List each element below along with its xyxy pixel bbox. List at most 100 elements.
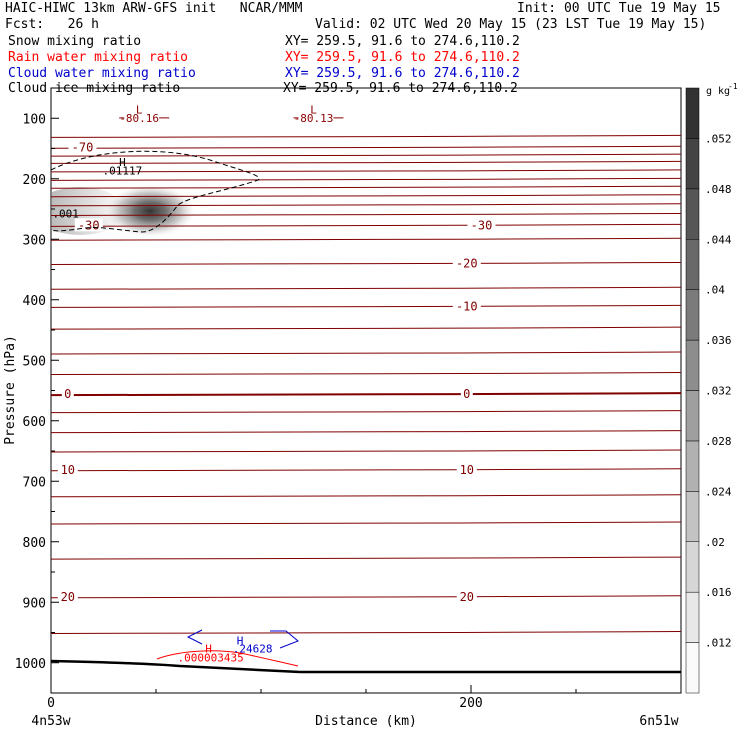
isotherm-label: 10 (460, 463, 474, 477)
y-tick-label: 200 (23, 173, 46, 188)
isotherm-line (51, 237, 681, 241)
init-time: Init: 00 UTC Tue 19 May 15 (517, 1, 721, 16)
field-xy-rain: XY= 259.5, 91.6 to 274.6,110.2 (285, 50, 520, 65)
field-xy-snow: XY= 259.5, 91.6 to 274.6,110.2 (285, 34, 520, 49)
y-tick-label: 600 (23, 415, 46, 430)
forecast-hour: Fcst: 26 h (5, 17, 99, 32)
contour-annotation: L (136, 103, 143, 116)
y-tick-label: 800 (23, 536, 46, 551)
isotherm-label: -10 (456, 299, 478, 313)
field-xy-cloud-water: XY= 259.5, 91.6 to 274.6,110.2 (285, 66, 520, 81)
model-title: HAIC-HIWC 13km ARW-GFS init NCAR/MMM (5, 1, 303, 16)
y-tick-label: 500 (23, 354, 46, 369)
field-name-rain: Rain water mixing ratio (8, 50, 189, 65)
contour-annotation: -80.13 (294, 112, 334, 125)
field-name-cloud-water: Cloud water mixing ratio (8, 66, 196, 81)
contour-annotation: H (237, 635, 244, 648)
isotherm-line (51, 153, 681, 157)
left-endpoint-label: 4n53w (31, 714, 70, 729)
colorbar-tick-label: .044 (705, 233, 732, 246)
colorbar-tick-label: .028 (705, 435, 732, 448)
isotherm-label-bg (57, 589, 78, 603)
colorbar-swatch (685, 188, 700, 240)
colorbar-tick-label: .048 (705, 183, 732, 196)
isotherm-label-bg (456, 589, 477, 603)
colorbar-swatch (685, 541, 700, 593)
isotherm-label-bg (456, 462, 477, 476)
isotherm-line (51, 203, 681, 207)
y-tick-label: 700 (23, 475, 46, 490)
isotherm-line (51, 449, 681, 453)
isotherm-line (51, 286, 681, 290)
colorbar-swatch (685, 591, 700, 643)
isotherm-line (51, 430, 681, 434)
isotherm-label: 20 (61, 590, 75, 604)
colorbar-swatch (685, 289, 700, 341)
isotherm-label-bg (460, 387, 473, 401)
cloud-water-contour-right (270, 630, 299, 649)
isotherm-label-bg (61, 387, 74, 401)
isotherm-label-bg (452, 256, 481, 270)
colorbar-tick-label: .02 (705, 536, 725, 549)
isotherm-line (51, 134, 681, 138)
isotherm-line (51, 223, 681, 227)
isotherm-line (51, 494, 681, 498)
isotherm-label: 0 (64, 387, 71, 401)
isotherm-label-bg (452, 299, 481, 313)
isotherm-line (51, 326, 681, 330)
contour-annotation: .01117 (103, 165, 143, 178)
colorbar-swatch (685, 339, 700, 391)
snow-band (51, 187, 125, 235)
y-axis-label: Pressure (hPa) (3, 335, 18, 445)
isotherm-label: 10 (61, 463, 75, 477)
isotherm-line (51, 160, 681, 164)
colorbar-swatch (685, 138, 700, 190)
isotherm-line (51, 372, 681, 376)
y-tick-label: 400 (23, 294, 46, 309)
rain-water-contour (156, 650, 299, 667)
valid-time: Valid: 02 UTC Wed 20 May 15 (23 LST Tue … (315, 17, 707, 32)
isotherm-line (51, 304, 681, 308)
isotherm-line (51, 261, 681, 265)
colorbar-swatch (685, 87, 700, 139)
contour-annotation: H (205, 642, 212, 655)
isotherm-line (51, 145, 681, 149)
colorbar-unit-exponent: -1 (728, 82, 738, 91)
isotherm-line (51, 392, 681, 397)
contour-annotation: H (119, 156, 126, 169)
isotherm-label: 0 (463, 387, 470, 401)
colorbar-tick-label: .024 (705, 485, 732, 498)
isotherm-label-bg (68, 140, 97, 154)
colorbar-tick-label: .04 (705, 284, 725, 297)
terrain-line (50, 659, 681, 674)
contour-annotation: .000003435 (177, 652, 243, 665)
colorbar-swatch (685, 491, 700, 543)
contour-annotation: .001 (52, 207, 79, 220)
isotherm-line (51, 177, 681, 181)
isotherm-line (51, 631, 681, 634)
colorbar-tick-label: .032 (705, 385, 732, 398)
isotherm-line (51, 169, 681, 173)
isotherm-label: 20 (460, 590, 474, 604)
y-tick-label: 900 (23, 596, 46, 611)
colorbar-swatch (685, 440, 700, 492)
isotherm-label-bg (467, 218, 496, 232)
isotherm-line (51, 595, 681, 599)
isotherm-line (51, 468, 681, 472)
colorbar-unit: g kg (706, 86, 730, 97)
isotherm-label: -30 (471, 218, 493, 232)
isotherm-label: -70 (72, 140, 94, 154)
x-tick-label: 200 (459, 696, 482, 711)
isotherm-line (51, 185, 681, 189)
y-tick-label: 100 (23, 112, 46, 127)
isotherm-line (51, 410, 681, 414)
cloud-water-contour-left (186, 629, 203, 645)
colorbar-tick-label: .052 (705, 132, 732, 145)
isotherm-label: -30 (78, 218, 100, 232)
colorbar-swatch (685, 239, 700, 290)
isotherm-label-bg (74, 218, 103, 232)
isotherm-line (51, 212, 681, 216)
isotherm-line (51, 351, 681, 355)
contour-annotation: .24628 (233, 642, 273, 655)
